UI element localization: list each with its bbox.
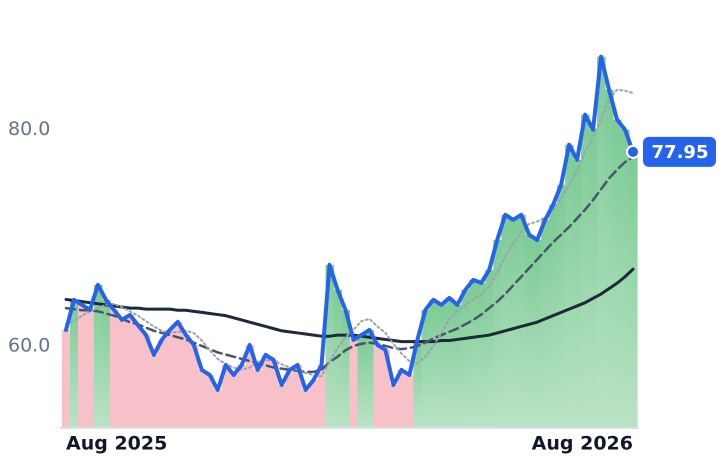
price-area-bar (365, 329, 375, 427)
price-area-bar (189, 344, 199, 427)
price-area-bar (557, 184, 566, 427)
x-tick-label: Aug 2026 (532, 433, 633, 455)
price-area-bar (69, 299, 79, 427)
price-area-bar (221, 364, 231, 427)
price-area-bar (413, 339, 422, 427)
y-tick-label: 80.0 (8, 118, 50, 140)
price-area-bar (573, 159, 582, 427)
price-area-bar (421, 309, 430, 427)
price-area-bar (437, 304, 446, 427)
price-area-bar (325, 264, 335, 427)
last-point (626, 144, 640, 159)
price-area-bar (589, 129, 598, 428)
price-area-bar (245, 344, 255, 427)
price-area-bar (101, 299, 111, 427)
price-area-bar (237, 364, 247, 427)
price-area-bar (477, 282, 486, 427)
price-area-bar (469, 279, 478, 427)
price-area-bar (149, 354, 159, 427)
last-value-label: 77.95 (652, 142, 709, 163)
price-area-bar (453, 304, 462, 427)
price-area-bar (93, 284, 103, 427)
price-area-bar (117, 319, 127, 427)
price-area-bar (293, 364, 303, 427)
price-area-bar (349, 339, 359, 427)
price-area-bar (173, 321, 183, 427)
price-area-bar (197, 369, 207, 427)
price-area-bar (301, 389, 311, 427)
price-area-bar (613, 119, 622, 428)
price-area-bar (85, 309, 95, 427)
price-area-bar (461, 289, 470, 427)
price-area-bar (317, 364, 327, 427)
price-area-bar (253, 369, 263, 427)
price-area-bar (357, 334, 367, 427)
price-area-bar (261, 354, 271, 427)
price-area-bar (501, 214, 510, 427)
price-area-bar (165, 329, 175, 427)
line-layer (64, 54, 640, 392)
price-area-bar (269, 359, 279, 427)
price-area-bar (397, 369, 407, 427)
price-area-bar (389, 384, 399, 427)
price-area-bar (485, 269, 494, 427)
price-area-bar (445, 297, 454, 427)
price-area-bar (309, 379, 319, 427)
price-area-bar (181, 334, 191, 427)
price-area-bar (125, 314, 135, 427)
price-area-bar (565, 144, 574, 427)
price-area-bar (525, 234, 534, 427)
price-area-bar (229, 375, 239, 427)
price-area-bar (157, 339, 167, 427)
price-area-bar (405, 375, 414, 427)
price-area-bar (517, 214, 526, 427)
series-line (64, 267, 635, 344)
series-line (64, 155, 635, 374)
price-area-bar (277, 384, 287, 427)
price-area-bar (285, 369, 295, 427)
price-area-bar (533, 239, 542, 427)
last-value-badge (643, 136, 716, 167)
price-area-bar (597, 56, 606, 428)
price-area-bar (509, 219, 518, 427)
series-line (64, 54, 635, 392)
price-area-bar (581, 114, 590, 428)
price-area-bar (77, 304, 87, 427)
label-layer: 60.0 80.0 Aug 2025 Aug 2026 77.95 (8, 118, 716, 455)
price-area-bar (333, 289, 343, 427)
price-area-bar (205, 375, 215, 427)
price-area-bar (133, 324, 143, 427)
price-area-bar (373, 344, 383, 427)
price-area-bar (629, 151, 638, 428)
x-tick-label: Aug 2025 (66, 433, 167, 455)
price-area-bar (109, 309, 119, 427)
price-area-bar (341, 309, 351, 427)
price-area-bar (605, 89, 614, 427)
price-area-bar (541, 219, 550, 427)
area-layer (62, 56, 638, 428)
y-tick-label: 60.0 (8, 334, 50, 356)
price-area-bar (381, 349, 391, 427)
price-area-bar (62, 329, 71, 427)
price-area-bar (141, 334, 151, 427)
price-area-bar (429, 299, 438, 427)
price-area-bar (213, 389, 223, 427)
series-line (65, 88, 634, 378)
